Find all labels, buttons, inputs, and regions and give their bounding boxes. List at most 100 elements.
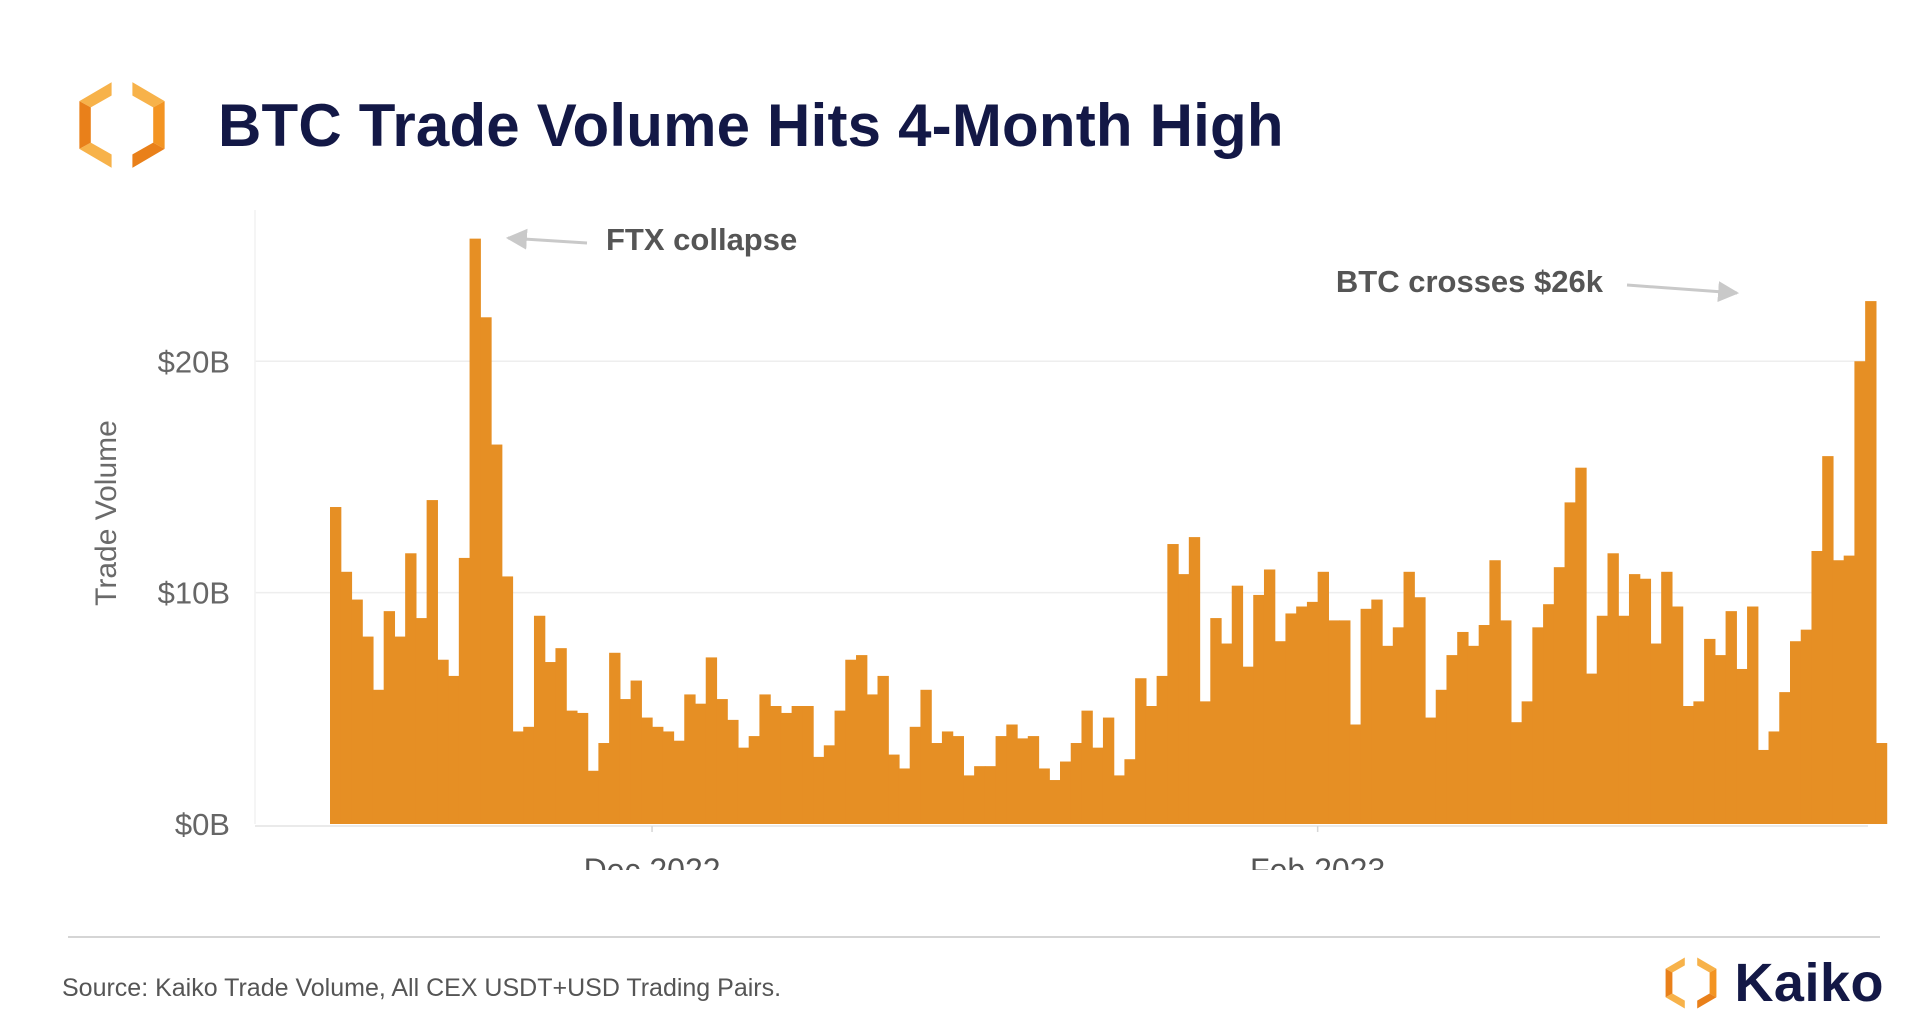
bar: [1425, 717, 1437, 824]
bar: [1586, 673, 1598, 824]
bar: [931, 743, 943, 824]
bar: [1242, 666, 1254, 824]
bar: [330, 507, 342, 824]
bar: [372, 689, 385, 824]
bar: [1435, 689, 1448, 824]
bar: [1575, 467, 1587, 824]
bar: [1822, 456, 1834, 824]
bar: [995, 736, 1007, 824]
y-axis-title: Trade Volume: [90, 420, 123, 606]
bar: [512, 731, 524, 824]
bar: [1714, 655, 1727, 824]
bar: [630, 680, 642, 824]
bar: [1865, 301, 1877, 825]
bar: [963, 775, 975, 824]
y-tick-label: $0B: [175, 807, 230, 842]
bar: [920, 689, 932, 824]
bar: [802, 706, 814, 824]
bar: [1188, 537, 1201, 824]
bar: [1156, 675, 1168, 824]
bar: [1339, 620, 1351, 824]
bar: [1467, 645, 1480, 824]
bar: [340, 571, 353, 824]
bar: [856, 655, 868, 824]
bar: [737, 747, 750, 824]
bar: [1178, 574, 1190, 824]
bar: [1811, 550, 1823, 824]
chart: Trade Volume $0B $10B $20B Dec 2022 Feb 2023…: [90, 210, 1888, 870]
bar: [1081, 710, 1093, 824]
bar: [1382, 645, 1394, 824]
bar: [1017, 738, 1029, 824]
bar: [705, 657, 718, 824]
bar: [1027, 736, 1040, 824]
annotation-arrow: [1626, 281, 1740, 303]
chart-header: BTC Trade Volume Hits 4-Month High: [70, 70, 1284, 180]
bar: [1349, 724, 1362, 824]
bar: [727, 719, 739, 824]
bar: [1371, 599, 1383, 824]
bar: [909, 726, 922, 824]
bar: [1661, 571, 1673, 824]
bar: [1757, 749, 1770, 824]
bar: [501, 576, 514, 824]
bar: [1070, 743, 1083, 824]
bar: [780, 712, 793, 824]
bar: [673, 740, 685, 824]
kaiko-logo-icon: [1666, 952, 1717, 1014]
bar: [1489, 560, 1501, 824]
y-tick-label: $10B: [158, 576, 230, 611]
bar: [523, 726, 535, 824]
annotation-label: FTX collapse: [606, 222, 797, 257]
bar: [1060, 761, 1072, 824]
bar: [405, 553, 417, 824]
brand-name: Kaiko: [1734, 953, 1884, 1013]
axes: Trade Volume $0B $10B $20B Dec 2022 Feb 2023: [90, 344, 1868, 870]
bar: [1296, 606, 1308, 824]
bar: [1875, 743, 1888, 824]
bar: [1317, 571, 1329, 824]
bar: [1779, 692, 1791, 824]
bar: [1221, 643, 1233, 824]
bar: [566, 710, 578, 824]
bar: [415, 618, 428, 824]
bar: [480, 317, 492, 824]
bar: [652, 726, 664, 824]
bar: [491, 444, 503, 824]
bar: [1263, 569, 1276, 824]
bar: [448, 675, 460, 824]
bar: [1639, 578, 1652, 824]
bar: [1457, 631, 1469, 824]
bar: [1210, 618, 1222, 824]
bar: [609, 652, 621, 824]
bar: [1135, 678, 1147, 824]
footer-divider: [68, 936, 1880, 938]
bar: [684, 694, 696, 824]
bar: [1167, 544, 1179, 824]
bar: [974, 766, 986, 824]
bar: [695, 703, 707, 824]
bar: [383, 611, 396, 824]
chart-title: BTC Trade Volume Hits 4-Month High: [218, 91, 1284, 159]
bar: [1446, 655, 1458, 824]
y-tick-label: $20B: [158, 344, 230, 379]
bar: [1478, 625, 1491, 824]
bar: [533, 615, 546, 824]
bar: [1102, 717, 1115, 824]
annotation-arrow: [505, 228, 588, 250]
bar: [437, 659, 449, 824]
bar: [1682, 706, 1694, 824]
bar: [598, 743, 610, 824]
bar: [834, 710, 846, 824]
bar: [1747, 606, 1759, 824]
bar: [1553, 567, 1566, 824]
bar: [1253, 594, 1265, 824]
bar: [813, 756, 825, 824]
bar: [426, 500, 438, 824]
bar: [1510, 722, 1523, 824]
bar: [1274, 641, 1287, 824]
bar: [898, 768, 911, 824]
x-tick-label: Dec 2022: [584, 852, 721, 870]
bar: [1532, 627, 1544, 824]
bar: [952, 736, 964, 824]
